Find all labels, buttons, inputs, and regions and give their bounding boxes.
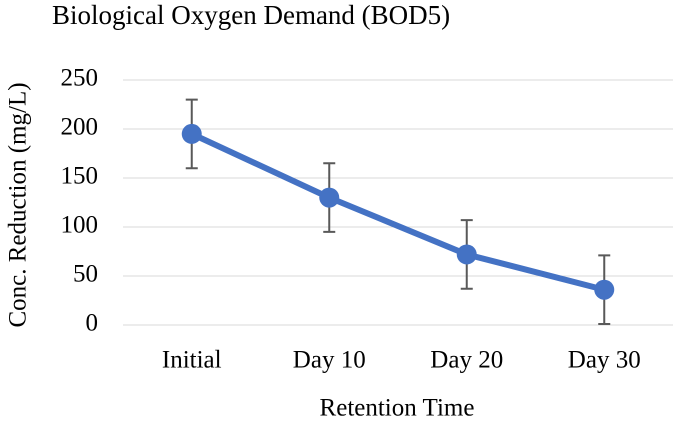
chart-title: Biological Oxygen Demand (BOD5) — [52, 0, 450, 30]
x-tick-label: Day 20 — [430, 347, 503, 374]
y-tick-label: 200 — [61, 114, 99, 141]
x-tick-label: Initial — [162, 347, 222, 374]
y-tick-label: 100 — [61, 212, 99, 239]
y-tick-label: 250 — [61, 65, 99, 92]
y-tick-label: 150 — [61, 163, 99, 190]
marker — [456, 244, 477, 265]
y-tick-label: 0 — [86, 310, 99, 337]
x-tick-label: Day 10 — [293, 347, 366, 374]
x-axis-title: Retention Time — [320, 395, 475, 422]
marker — [594, 279, 615, 300]
marker — [319, 187, 340, 208]
y-tick-label: 50 — [73, 261, 98, 288]
marker — [181, 123, 202, 144]
line — [190, 131, 605, 293]
x-tick-label: Day 30 — [568, 347, 641, 374]
y-axis-title: Conc. Reduction (mg/L) — [5, 82, 32, 327]
